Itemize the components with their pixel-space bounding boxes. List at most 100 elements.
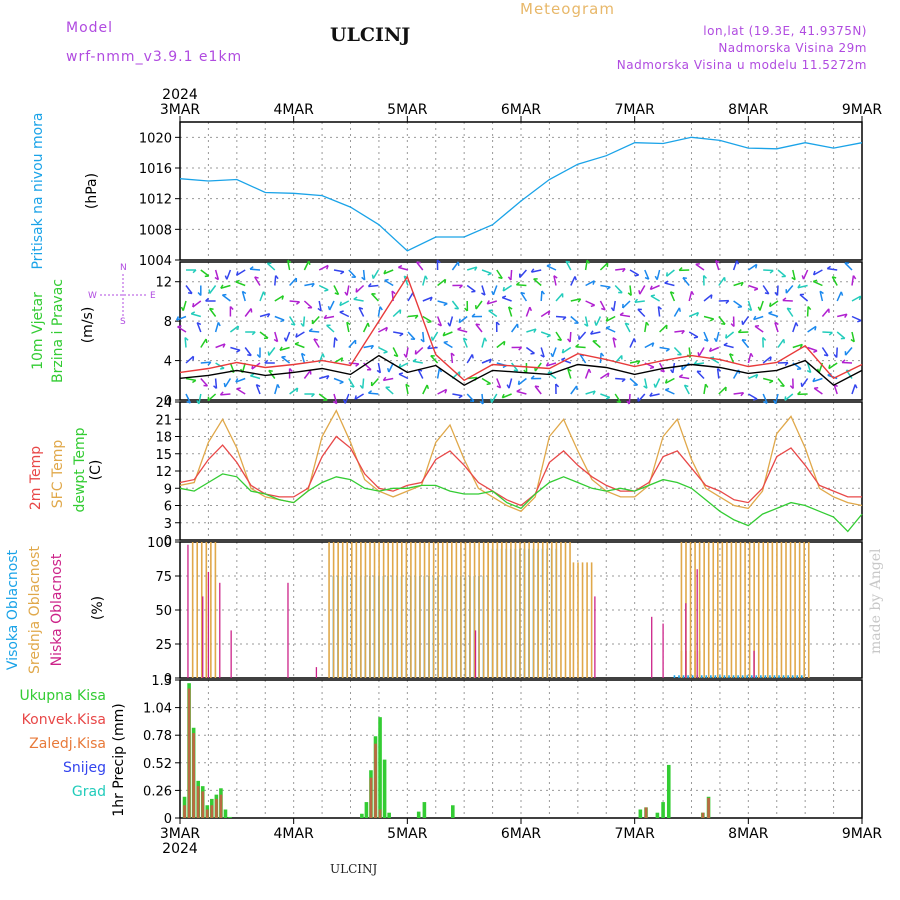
wind-barb-tick (430, 336, 434, 341)
y-tick-label: 12 (155, 276, 172, 291)
wind-barb (177, 326, 187, 333)
wind-barb (200, 361, 211, 364)
wind-barb-tick (367, 322, 370, 328)
wind-barb-tick (782, 339, 786, 344)
wind-barb (436, 316, 443, 327)
wind-barb-tick (769, 269, 774, 274)
wind-barb-tick (649, 366, 655, 370)
wind-barb-tick (379, 306, 383, 311)
wind-barb-tick (643, 385, 648, 389)
wind-barb-tick (490, 398, 493, 403)
wind-barb-tick (670, 369, 674, 374)
wind-barb-tick (443, 302, 448, 307)
wind-barb (274, 331, 279, 342)
wind-barb-tick (339, 310, 344, 313)
wind-barb (249, 268, 261, 271)
wind-barb (819, 291, 824, 302)
wind-barb (828, 362, 838, 370)
wind-barb (821, 347, 829, 357)
wind-barb (208, 308, 217, 317)
wind-barb (753, 315, 764, 321)
wind-barb-tick (205, 297, 210, 302)
x-tick-label-top: 4MAR (274, 102, 315, 118)
wind-barb (377, 362, 382, 373)
wind-barb-tick (654, 275, 658, 281)
elevation-label: Nadmorska Visina 29m (718, 41, 867, 55)
wind-barb (422, 315, 432, 323)
wind-barb (741, 339, 749, 348)
precip-bar (364, 802, 369, 818)
wind-barb-tick (250, 373, 255, 377)
wind-barb-tick (187, 292, 193, 295)
cloud-low-axis-title: Niska Oblacnost (49, 553, 65, 666)
wind-barb (294, 343, 305, 349)
wind-barbs (175, 259, 862, 405)
wind-barb-tick (251, 331, 256, 336)
wind-barb (405, 347, 409, 358)
wind-barb (184, 337, 187, 348)
wind-barb (324, 315, 335, 320)
wind-barb-tick (606, 286, 611, 290)
wind-barb (358, 307, 365, 317)
y-tick-label: 1004 (139, 254, 172, 269)
wind-barb-tick (769, 380, 774, 384)
wind-barb-tick (427, 320, 432, 324)
wind-barb (696, 370, 705, 380)
wind-barb-tick (429, 296, 433, 302)
wind-barb-tick (621, 378, 626, 383)
wind-barb-tick (696, 312, 700, 317)
wind-barb (807, 325, 817, 333)
wind-barb (285, 331, 291, 342)
wind-barb (289, 387, 299, 395)
wind-barb-tick (483, 337, 488, 342)
wind-barb-tick (833, 353, 838, 358)
wind-barb-tick (814, 386, 819, 390)
wind-barb-tick (812, 270, 816, 276)
wind-barb-tick (313, 338, 318, 341)
wind-barb (714, 260, 720, 271)
wind-barb (185, 377, 196, 382)
wind-barb (274, 275, 277, 286)
wind-barb (762, 285, 770, 295)
cloud-unit-label: (%) (90, 596, 106, 620)
wind-barb (417, 369, 424, 379)
wind-barb-tick (567, 368, 572, 372)
wind-barb (326, 324, 335, 333)
wind-barb-tick (561, 348, 565, 354)
y-tick-label: 1.3 (151, 674, 172, 689)
wind-barb-tick (607, 372, 610, 378)
wind-barb-tick (736, 260, 740, 265)
y-tick-label: 1012 (139, 193, 172, 208)
wind-barb (716, 368, 720, 379)
wind-barb-tick (515, 281, 521, 286)
wind-barb (599, 372, 610, 380)
wind-barb-tick (600, 352, 605, 357)
wind-barb (274, 295, 284, 302)
wind-barb (361, 378, 365, 389)
wind-barb (259, 313, 270, 318)
wind-barb-tick (279, 346, 283, 351)
wind-barb (565, 260, 572, 271)
wind-barb-tick (383, 269, 387, 275)
wind-barb (698, 347, 705, 357)
wind-barb (851, 331, 855, 342)
wind-barb (220, 393, 231, 396)
y-tick-label: 3 (164, 517, 172, 532)
y-tick-label: 0 (164, 394, 172, 409)
wind-barb (806, 362, 812, 373)
wind-barb (777, 269, 787, 278)
wind-barb (844, 347, 853, 356)
precip-bar (201, 791, 205, 818)
x-tick-label-bottom: 7MAR (615, 826, 656, 842)
wind-barb (481, 337, 486, 348)
wind-barb-tick (442, 331, 446, 337)
wind-barb-tick (605, 396, 611, 400)
wind-barb (236, 269, 246, 276)
wind-barb (681, 362, 690, 371)
wind-barb-tick (784, 362, 789, 366)
y-tick-label: 0.52 (143, 757, 172, 772)
panel-frame (179, 121, 863, 261)
wind-barb (555, 292, 564, 302)
wind-barb (561, 358, 572, 364)
wind-barb (836, 291, 842, 302)
